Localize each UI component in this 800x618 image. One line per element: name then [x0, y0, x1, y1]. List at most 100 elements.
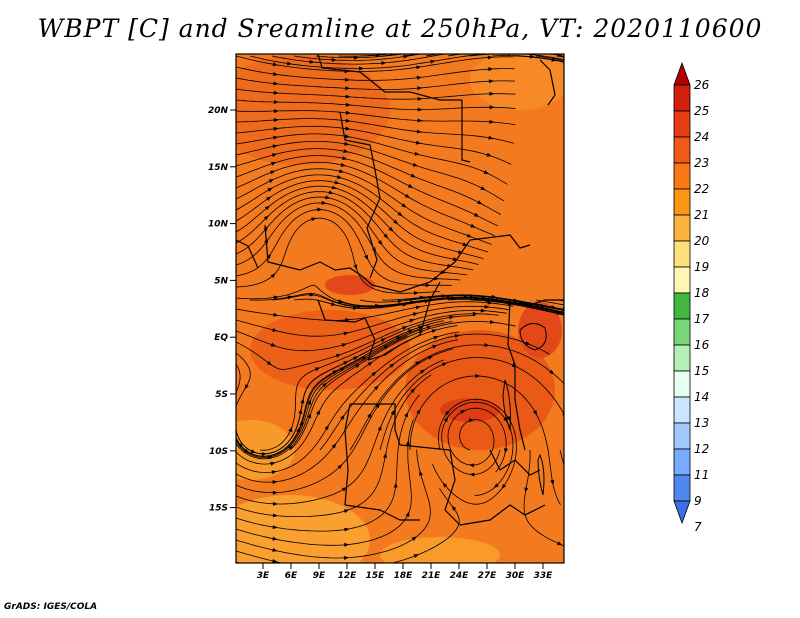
colorbar-label: 17	[694, 312, 710, 326]
streamline-arrow	[417, 86, 423, 91]
streamline	[289, 320, 516, 451]
streamline-arrow	[342, 156, 348, 160]
streamline-arrow	[404, 412, 409, 418]
streamline-arrow	[264, 205, 270, 211]
streamline-arrow	[483, 170, 489, 174]
streamline-arrow	[270, 461, 276, 466]
lat-tick-label: 5N	[214, 276, 228, 286]
streamline-arrow	[332, 370, 338, 375]
streamline-arrow	[486, 49, 491, 53]
colorbar-label: 26	[694, 78, 710, 92]
streamline-arrow	[381, 61, 387, 66]
streamline	[236, 374, 432, 517]
colorbar-swatch	[673, 292, 691, 320]
streamline	[236, 335, 408, 460]
streamline-arrow	[441, 270, 447, 275]
lat-tick-label: 5S	[215, 390, 228, 400]
colorbar-label: 20	[694, 234, 710, 248]
streamline-arrow	[335, 354, 342, 358]
streamline	[236, 202, 461, 281]
streamline-arrow	[489, 91, 495, 96]
streamline-arrow	[551, 305, 557, 309]
streamline-arrow	[337, 464, 343, 470]
streamline	[236, 331, 460, 473]
streamline-arrow	[402, 326, 408, 330]
streamline-arrow	[317, 207, 323, 212]
streamline-arrow	[484, 304, 490, 309]
streamline-arrow	[343, 509, 350, 514]
streamline	[236, 217, 441, 294]
streamline	[469, 299, 564, 316]
streamline-arrow	[307, 399, 311, 405]
streamline-arrow	[344, 542, 350, 547]
streamline-arrow	[480, 308, 486, 313]
streamline	[236, 352, 364, 457]
streamline-arrow	[321, 200, 327, 205]
colorbar: 26 25 24 23 22 21 20 19 18 17 16 15 14 13 12 11 9 7	[673, 61, 710, 534]
lat-tick-label: 15N	[208, 163, 229, 173]
lat-tick-label: 20N	[208, 106, 229, 116]
streamline	[236, 313, 499, 370]
lon-tick-label: 24E	[450, 571, 470, 581]
streamline-arrow	[272, 536, 278, 541]
streamline	[236, 125, 512, 165]
streamline-arrow	[411, 536, 417, 541]
longitude-axis: 3E 6E 9E 12E 15E 18E 21E 24E 27E 30E 33E	[257, 563, 553, 581]
streamline-arrow	[417, 96, 423, 101]
streamline	[236, 209, 452, 286]
colorbar-label: 13	[694, 416, 709, 430]
streamline-arrow	[343, 555, 349, 560]
streamline-arrow	[238, 443, 244, 448]
streamline-arrow	[272, 513, 278, 518]
streamline-arrow	[273, 312, 279, 317]
lake-tanganyika	[502, 379, 511, 431]
streamline	[447, 407, 507, 473]
lon-tick-label: 3E	[257, 571, 270, 581]
streamline-arrow	[463, 48, 468, 52]
lat-tick-label: 15S	[209, 504, 228, 514]
streamline-arrow	[296, 427, 300, 433]
streamline-arrow	[389, 363, 395, 368]
colorbar-swatch	[673, 110, 691, 138]
lake-victoria	[519, 323, 547, 351]
streamline-arrow	[487, 300, 493, 305]
streamline-arrow	[272, 144, 278, 149]
cool-region-south	[380, 537, 500, 563]
streamline-arrow	[412, 162, 419, 167]
streamline	[523, 449, 564, 547]
colorbar-label: 22	[694, 182, 709, 196]
streamline-arrow	[463, 295, 469, 300]
streamline-arrow	[345, 118, 351, 123]
streamline-arrow	[557, 541, 563, 546]
streamline-arrow	[270, 170, 276, 175]
streamline	[236, 133, 508, 185]
streamline-arrow	[325, 195, 331, 200]
streamline-arrow	[493, 483, 499, 488]
streamline-arrow	[426, 325, 432, 330]
streamline-arrow	[345, 86, 351, 91]
colorbar-swatch	[673, 214, 691, 242]
streamline-arrow	[550, 479, 555, 486]
streamline-arrow	[383, 452, 387, 458]
streamline-arrow	[501, 483, 507, 489]
streamline-arrow	[433, 335, 439, 340]
colorbar-label: 15	[694, 364, 709, 378]
streamline	[236, 155, 499, 227]
colorbar-swatch	[673, 162, 691, 190]
colorbar-label: 16	[694, 338, 710, 352]
streamline-arrow	[480, 186, 486, 191]
colorbar-swatch	[673, 266, 691, 294]
streamline	[236, 363, 241, 395]
lon-tick-label: 6E	[285, 571, 298, 581]
streamline-arrow	[322, 382, 328, 388]
streamline	[315, 54, 404, 59]
streamline-arrow	[551, 57, 557, 62]
streamline-arrow	[525, 341, 531, 345]
streamline-arrow	[415, 140, 422, 145]
streamline-arrow	[466, 233, 472, 238]
streamline	[236, 55, 514, 72]
colorbar-label: 25	[694, 104, 709, 118]
streamline-arrow	[353, 264, 358, 270]
streamline-arrow	[272, 525, 278, 529]
